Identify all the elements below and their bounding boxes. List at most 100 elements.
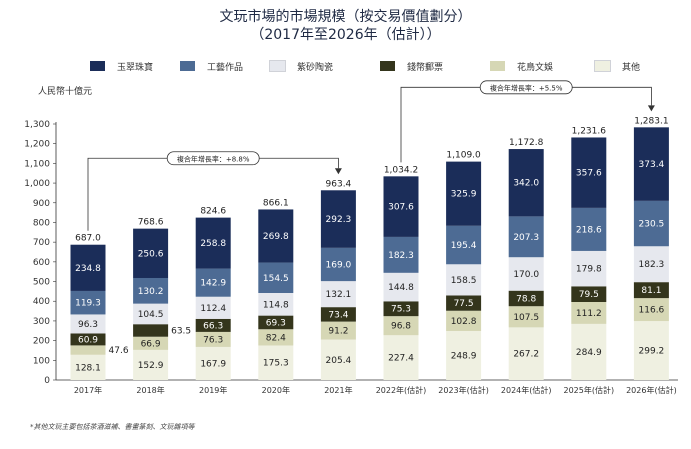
data-label-flowers_birds: 116.6 (639, 306, 665, 316)
legend-item-coins_stamps: 錢幣郵票 (380, 60, 443, 73)
data-label-coins_stamps: 75.3 (391, 305, 411, 315)
data-label-crafts: 230.5 (639, 220, 665, 230)
bar-segment-jade_jewelry (320, 190, 356, 248)
bar-segment-zisha_ceramics (70, 314, 106, 334)
legend-label-coins_stamps: 錢幣郵票 (407, 63, 444, 73)
data-label-others: 175.3 (263, 359, 289, 369)
bar-segment-jade_jewelry (70, 244, 106, 291)
bar-segment-crafts (383, 236, 419, 273)
data-label-coins_stamps: 77.5 (454, 299, 474, 309)
chart-title: 文玩市場的市場規模（按交易價值劃分） (219, 9, 472, 25)
cagr-arrowhead (334, 168, 342, 175)
y-tick-label: 100 (33, 356, 50, 366)
data-label-coins_stamps: 78.8 (516, 294, 536, 304)
bar-segment-flowers_birds (633, 298, 669, 322)
bar-segment-flowers_birds (446, 310, 482, 331)
bar-segment-flowers_birds (320, 321, 356, 340)
bar-segment-crafts (258, 262, 294, 293)
cagr-pill (479, 80, 573, 95)
data-label-jade_jewelry: 342.0 (513, 179, 539, 189)
data-label-flowers_birds: 66.9 (141, 339, 161, 349)
bar-segment-coins_stamps (508, 290, 544, 307)
data-label-jade_jewelry: 325.9 (451, 190, 477, 200)
bar-segment-crafts (508, 216, 544, 258)
y-tick-label: 400 (33, 297, 50, 307)
x-tick-label: 2017年 (74, 385, 102, 395)
bar-segment-others (383, 335, 419, 380)
data-label-crafts: 154.5 (263, 274, 289, 284)
bar-segment-others (633, 321, 669, 380)
data-label-crafts: 182.3 (388, 251, 414, 261)
data-label-crafts: 207.3 (513, 233, 539, 243)
x-tick-label: 2021年 (324, 385, 352, 395)
cagr-label: 複合年增長率：+8.8% (177, 154, 250, 163)
bar-segment-jade_jewelry (383, 176, 419, 237)
bar-segment-flowers_birds (195, 331, 231, 347)
data-label-coins_stamps: 69.3 (266, 318, 286, 328)
bar-segment-others (571, 323, 607, 380)
data-label-zisha_ceramics: 182.3 (639, 260, 665, 270)
legend-swatch-flowers_birds (490, 61, 505, 71)
data-label-zisha_ceramics: 132.1 (326, 290, 352, 300)
legend-item-others: 其他 (594, 60, 641, 73)
y-axis-unit-label: 人民幣十億元 (38, 87, 93, 97)
x-tick-label: 2020年 (262, 385, 290, 395)
x-tick-label: 2025年(估計) (563, 385, 614, 395)
bar-segment-zisha_ceramics (258, 292, 294, 316)
legend-label-zisha_ceramics: 紫砂陶瓷 (297, 63, 334, 73)
bar-segment-crafts (633, 200, 669, 247)
bar-segment-others (195, 346, 231, 380)
data-label-zisha_ceramics: 170.0 (513, 270, 539, 280)
data-label-coins_stamps: 63.5 (171, 326, 191, 336)
total-label: 1,034.2 (384, 165, 418, 175)
legend-swatch-jade_jewelry (90, 61, 105, 71)
bar-segment-others (508, 327, 544, 380)
legend-label-others: 其他 (622, 63, 641, 73)
bar-segment-others (258, 345, 294, 380)
legend-label-jade_jewelry: 玉翠珠寶 (117, 63, 154, 73)
data-label-others: 227.4 (388, 354, 414, 364)
data-label-crafts: 119.3 (75, 299, 101, 309)
bar-segment-flowers_birds (133, 336, 169, 350)
data-label-others: 128.1 (75, 363, 101, 373)
data-label-jade_jewelry: 250.6 (138, 249, 164, 259)
x-tick-label: 2023年(估計) (438, 385, 489, 395)
total-label: 1,172.8 (509, 138, 544, 148)
bar-segment-zisha_ceramics (133, 303, 169, 325)
x-tick-label: 2026年(估計) (626, 385, 677, 395)
total-label: 768.6 (138, 218, 164, 228)
bar-segment-jade_jewelry (195, 217, 231, 269)
bar-segment-others (320, 339, 356, 380)
bar-segment-zisha_ceramics (320, 281, 356, 308)
y-tick-label: 200 (33, 337, 50, 347)
data-label-zisha_ceramics: 112.4 (200, 304, 226, 314)
bar-segment-zisha_ceramics (633, 246, 669, 283)
y-tick-label: 900 (33, 199, 50, 209)
bar-segment-flowers_birds (70, 345, 106, 355)
bar-segment-coins_stamps (383, 301, 419, 317)
cagr-arrowhead (647, 105, 655, 112)
bar-segment-jade_jewelry (446, 161, 482, 226)
y-tick-label: 800 (33, 218, 50, 228)
data-label-coins_stamps: 60.9 (78, 335, 98, 345)
legend-item-jade_jewelry: 玉翠珠寶 (90, 60, 153, 73)
y-tick-label: 1,100 (24, 159, 50, 169)
legend-swatch-coins_stamps (380, 61, 395, 71)
bar-segment-jade_jewelry (508, 149, 544, 217)
x-tick-label: 2018年 (136, 385, 164, 395)
data-label-others: 299.2 (639, 347, 665, 357)
y-tick-label: 0 (44, 376, 50, 386)
bar-segment-others (133, 349, 169, 380)
cagr-label: 複合年增長率：+5.5% (490, 83, 563, 92)
data-label-crafts: 142.9 (200, 279, 226, 289)
y-tick-label: 1,200 (24, 140, 50, 150)
data-label-jade_jewelry: 269.8 (263, 232, 289, 242)
data-label-coins_stamps: 73.4 (328, 310, 348, 320)
bar-segment-crafts (195, 268, 231, 297)
data-label-flowers_birds: 111.2 (576, 309, 602, 319)
y-tick-label: 500 (33, 278, 50, 288)
bar-segment-coins_stamps (320, 307, 356, 322)
data-label-others: 267.2 (513, 350, 539, 360)
legend-swatch-zisha_ceramics (269, 60, 286, 72)
